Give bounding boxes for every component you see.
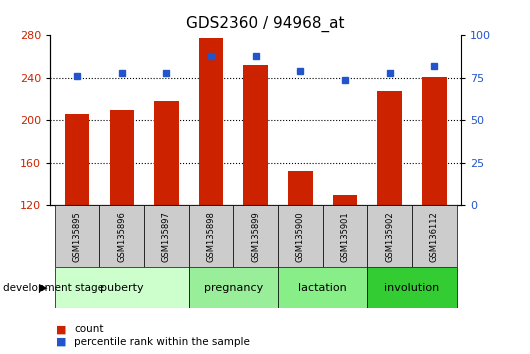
Bar [100, 205, 144, 267]
Bar [154, 101, 179, 205]
Text: GSM135896: GSM135896 [117, 211, 126, 262]
Text: lactation: lactation [298, 282, 347, 293]
Text: GSM135900: GSM135900 [296, 211, 305, 262]
Bar [323, 205, 367, 267]
Text: GSM135902: GSM135902 [385, 211, 394, 262]
Text: involution: involution [384, 282, 439, 293]
Text: percentile rank within the sample: percentile rank within the sample [74, 337, 250, 347]
Bar [144, 205, 189, 267]
Bar [55, 267, 189, 308]
Text: GSM135899: GSM135899 [251, 211, 260, 262]
Bar [278, 267, 367, 308]
Bar [367, 205, 412, 267]
Text: ■: ■ [56, 324, 66, 334]
Bar [288, 171, 313, 205]
Text: ■: ■ [56, 337, 66, 347]
Bar [333, 195, 357, 205]
Bar [110, 110, 134, 205]
Text: development stage: development stage [3, 282, 104, 293]
Bar [189, 267, 278, 308]
Bar [377, 91, 402, 205]
Text: puberty: puberty [100, 282, 144, 293]
Bar [412, 205, 457, 267]
Text: pregnancy: pregnancy [204, 282, 263, 293]
Bar [278, 205, 323, 267]
Bar [422, 77, 447, 205]
Text: GSM135897: GSM135897 [162, 211, 171, 262]
Text: ▶: ▶ [39, 282, 48, 293]
Bar [233, 205, 278, 267]
Text: GSM135895: GSM135895 [73, 211, 82, 262]
Bar [243, 65, 268, 205]
Bar [55, 205, 100, 267]
Text: count: count [74, 324, 104, 334]
Bar [65, 114, 90, 205]
Text: GSM136112: GSM136112 [430, 211, 439, 262]
Text: GSM135901: GSM135901 [340, 211, 349, 262]
Bar [199, 38, 223, 205]
Bar [367, 267, 457, 308]
Bar [189, 205, 233, 267]
Text: GSM135898: GSM135898 [207, 211, 216, 262]
Text: GDS2360 / 94968_at: GDS2360 / 94968_at [186, 16, 344, 32]
